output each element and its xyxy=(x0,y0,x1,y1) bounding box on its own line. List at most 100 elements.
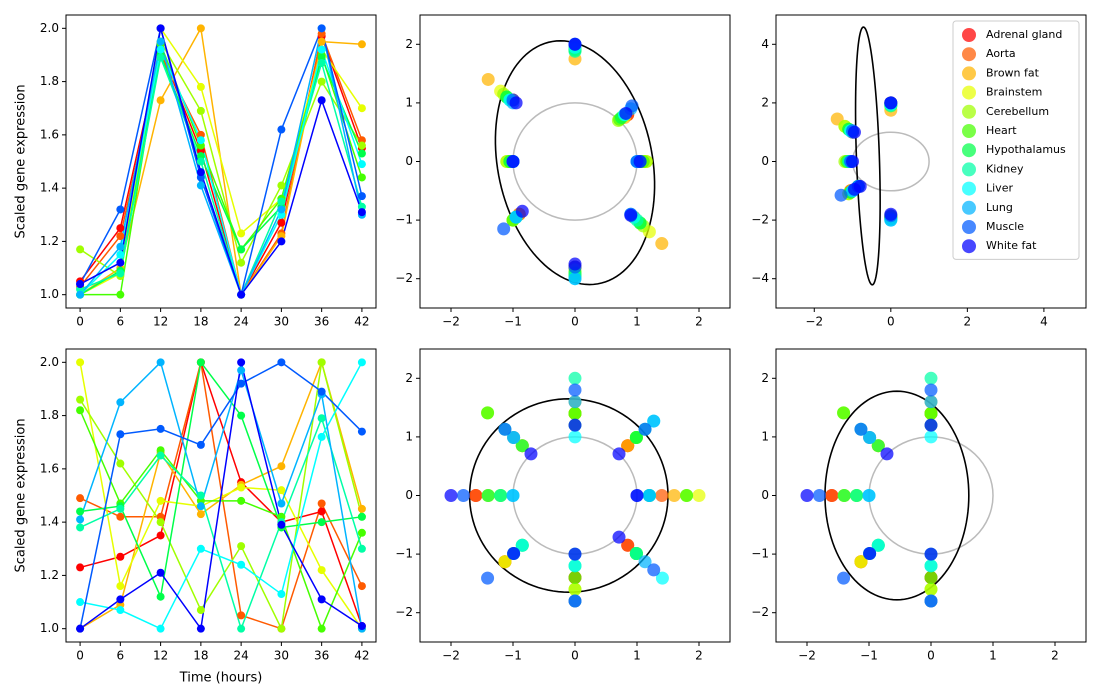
point xyxy=(196,168,205,177)
point xyxy=(277,237,286,246)
point xyxy=(317,566,326,575)
point xyxy=(76,494,85,503)
axes-frame xyxy=(775,14,1087,309)
point xyxy=(237,611,246,620)
point xyxy=(647,414,661,428)
point xyxy=(317,45,326,54)
y-axis-label: Scaled gene expression xyxy=(14,84,29,238)
subplot: 0 6 12 18 24 30 36 42 1.0 1.2 1.4 1.6 1.8 2.0 Scaled g… xyxy=(14,14,377,329)
point xyxy=(317,624,326,633)
point xyxy=(507,547,521,561)
subplot: −2 −1 0 1 2 −2 −1 0 1 2 xyxy=(751,348,1087,663)
point xyxy=(568,395,582,409)
point xyxy=(196,24,205,33)
point xyxy=(277,499,286,508)
point xyxy=(156,53,165,62)
point xyxy=(277,590,286,599)
point xyxy=(357,504,366,513)
point xyxy=(515,204,529,218)
x-tick-label: 30 xyxy=(274,315,289,329)
y-tick-label: 2 xyxy=(405,371,413,385)
legend-marker xyxy=(962,181,976,196)
y-tick-label: 1.0 xyxy=(40,287,59,301)
y-tick-label: 1.2 xyxy=(40,234,59,248)
series-line xyxy=(79,54,363,297)
series-line xyxy=(79,362,363,630)
y-tick-label: 1.4 xyxy=(40,515,59,529)
point xyxy=(357,40,366,49)
series-line xyxy=(79,28,363,297)
point xyxy=(647,563,661,577)
point xyxy=(76,406,85,415)
point xyxy=(812,489,826,502)
x-tick-label: 0 xyxy=(927,649,935,663)
legend-marker xyxy=(962,143,976,158)
y-tick-label: 1.8 xyxy=(40,74,59,88)
y-tick-label: 2 xyxy=(405,37,413,51)
y-tick-label: −4 xyxy=(751,271,769,285)
point xyxy=(357,160,366,169)
point xyxy=(357,528,366,537)
x-tick-label: 1 xyxy=(633,315,641,329)
fit-ellipse xyxy=(854,26,881,286)
point xyxy=(277,181,286,190)
legend-marker xyxy=(962,28,976,42)
legend-label: Adrenal gland xyxy=(986,28,1062,41)
y-tick-label: −2 xyxy=(395,271,413,285)
x-tick-label: 18 xyxy=(193,315,208,329)
point xyxy=(357,192,366,201)
x-tick-label: −2 xyxy=(805,315,823,329)
x-tick-label: −1 xyxy=(504,649,522,663)
point xyxy=(317,432,326,441)
y-tick-label: 1.4 xyxy=(40,181,59,195)
point xyxy=(317,37,326,46)
y-tick-label: −1 xyxy=(751,547,769,561)
point xyxy=(277,624,286,633)
point xyxy=(568,383,582,397)
point xyxy=(196,510,205,519)
point xyxy=(924,395,938,409)
point xyxy=(621,538,635,552)
point xyxy=(924,547,938,561)
point xyxy=(655,489,669,502)
legend-label: Heart xyxy=(986,124,1017,137)
legend-label: Liver xyxy=(986,182,1013,195)
point xyxy=(196,181,205,190)
plot-area xyxy=(481,37,669,286)
point xyxy=(357,104,366,113)
legend-marker xyxy=(962,124,976,138)
x-axis-label: Time (hours) xyxy=(179,671,263,686)
point xyxy=(317,58,326,67)
legend-marker xyxy=(962,239,976,254)
subplot: 0 6 12 18 24 30 36 42 1.0 1.2 1.4 1.6 1.8 2.0 Scaled g… xyxy=(14,348,377,686)
y-tick-label: 1.0 xyxy=(40,621,59,635)
point xyxy=(317,499,326,508)
point xyxy=(884,96,898,110)
point xyxy=(863,547,877,561)
point xyxy=(667,489,681,502)
point xyxy=(825,489,839,502)
point xyxy=(196,502,205,511)
point xyxy=(497,222,511,236)
x-tick-label: 1 xyxy=(633,649,641,663)
point xyxy=(629,547,643,561)
x-tick-label: 42 xyxy=(354,315,369,329)
point xyxy=(357,544,366,553)
x-tick-label: 2 xyxy=(1051,649,1059,663)
point xyxy=(871,439,885,453)
point xyxy=(568,371,582,385)
point xyxy=(156,24,165,33)
legend-marker xyxy=(962,47,976,62)
point xyxy=(156,496,165,505)
point xyxy=(237,258,246,267)
y-tick-label: 2.0 xyxy=(40,355,59,369)
series-line xyxy=(79,360,363,629)
x-tick-label: 1 xyxy=(989,649,997,663)
x-tick-label: 24 xyxy=(233,649,248,663)
point xyxy=(156,518,165,527)
point xyxy=(924,406,938,420)
axes-frame xyxy=(65,14,377,309)
point xyxy=(837,489,851,502)
point xyxy=(481,406,495,420)
fit-ellipse xyxy=(494,40,656,286)
